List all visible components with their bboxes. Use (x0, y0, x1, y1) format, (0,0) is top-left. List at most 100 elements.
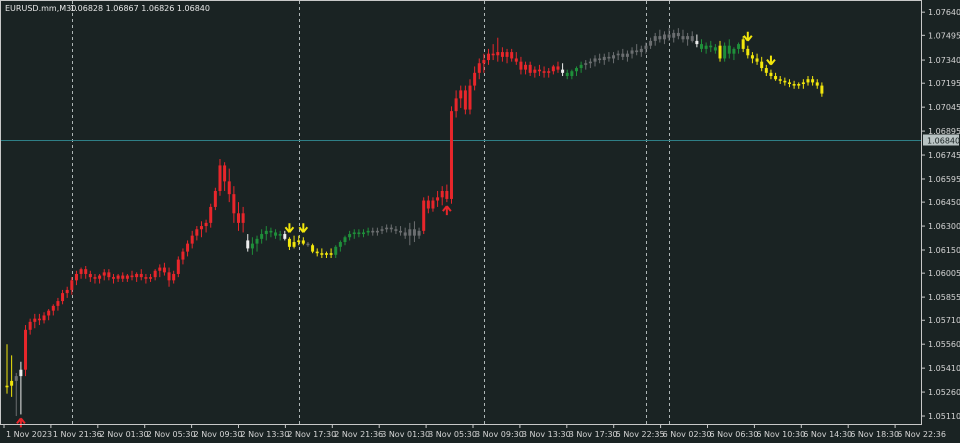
candle-31 (149, 273, 153, 282)
x-tick-label-3: 2 Nov 05:30 (147, 430, 196, 439)
candle-body-60 (283, 234, 287, 239)
candle-body-149 (695, 40, 699, 45)
candle-73 (343, 235, 347, 246)
candle-body-156 (727, 45, 731, 54)
x-tick-label-6: 2 Nov 17:30 (287, 430, 336, 439)
candle-body-71 (334, 246, 338, 255)
x-tick-label-16: 6 Nov 10:30 (756, 430, 805, 439)
candle-body-27 (130, 275, 134, 278)
candle-body-61 (287, 238, 291, 247)
candle-14 (70, 277, 74, 295)
candle-97 (454, 90, 458, 118)
candle-49 (232, 186, 236, 223)
y-tick-label-16: 1.05260 (928, 388, 960, 397)
candle-body-49 (232, 194, 236, 214)
candle-body-164 (764, 68, 768, 73)
candle-100 (468, 79, 472, 115)
candle-body-47 (223, 165, 227, 182)
candle-12 (61, 289, 65, 305)
candle-2 (14, 372, 18, 417)
candle-88 (412, 221, 416, 243)
candle-148 (690, 31, 694, 43)
price-axis: 1.07640 1.07495 1.07340 1.07195 1.07045 1.068… (921, 8, 960, 421)
candle-60 (283, 230, 287, 241)
y-tick-label-17: 1.05110 (928, 412, 960, 421)
candle-83 (389, 224, 393, 233)
candle-body-118 (551, 66, 555, 72)
candle-body-161 (750, 55, 754, 59)
candle-body-98 (459, 90, 463, 99)
candle-116 (542, 66, 546, 78)
candle-body-153 (713, 47, 717, 51)
candle-body-95 (445, 190, 449, 199)
candle-64 (301, 237, 305, 246)
candle-body-48 (227, 181, 231, 195)
candle-57 (269, 227, 273, 238)
candle-152 (709, 40, 713, 53)
candle-127 (593, 55, 597, 67)
candle-body-136 (635, 50, 639, 53)
candle-body-163 (760, 61, 764, 69)
candle-30 (144, 273, 148, 284)
candle-body-157 (732, 48, 736, 54)
candle-body-141 (658, 36, 662, 40)
candle-3 (19, 361, 23, 415)
candle-131 (612, 52, 616, 64)
candle-61 (287, 237, 291, 251)
candle-body-158 (737, 44, 741, 49)
candle-body-40 (190, 235, 194, 244)
plot-border (0, 0, 922, 425)
candle-101 (473, 66, 477, 91)
candle-84 (394, 226, 398, 235)
candle-103 (482, 53, 486, 73)
candle-body-91 (426, 200, 430, 209)
candle-102 (477, 58, 481, 80)
candle-67 (315, 248, 319, 257)
candle-15 (74, 270, 78, 286)
candle-body-3 (19, 369, 23, 377)
candle-body-109 (510, 52, 514, 59)
candle-119 (556, 61, 560, 73)
candle-body-82 (385, 227, 389, 230)
candle-body-6 (33, 318, 37, 322)
candle-50 (237, 202, 240, 231)
candle-body-45 (213, 190, 217, 207)
candle-175 (815, 79, 819, 89)
candle-body-112 (524, 64, 528, 70)
candle-body-16 (79, 269, 83, 274)
candle-36 (172, 270, 176, 284)
candle-77 (362, 229, 366, 238)
candle-body-41 (195, 229, 199, 236)
candle-body-88 (412, 229, 416, 236)
candle-142 (662, 31, 666, 45)
candle-81 (380, 226, 384, 235)
candle-71 (334, 245, 338, 258)
candle-body-5 (28, 321, 32, 330)
candle-body-144 (672, 32, 676, 38)
candle-150 (700, 39, 703, 53)
candle-body-18 (88, 273, 92, 278)
candle-106 (496, 37, 500, 62)
candle-body-7 (37, 318, 41, 321)
candle-139 (649, 37, 653, 49)
candle-body-42 (199, 226, 203, 230)
candle-body-69 (324, 253, 328, 255)
candle-62 (292, 235, 296, 249)
candle-167 (778, 76, 782, 85)
candle-1 (10, 355, 14, 397)
candle-body-74 (348, 234, 352, 238)
candle-body-166 (774, 76, 778, 80)
candle-body-128 (598, 58, 602, 61)
candle-body-131 (612, 55, 616, 59)
y-tick-label-0: 1.07640 (928, 8, 960, 17)
candle-body-155 (723, 45, 727, 59)
y-tick-label-1: 1.07495 (928, 31, 960, 40)
candle-143 (667, 28, 671, 41)
y-tick-label-11: 1.06005 (928, 269, 960, 278)
candle-body-105 (491, 53, 495, 56)
candle-body-34 (162, 267, 166, 273)
candle-128 (598, 53, 602, 64)
candle-body-90 (422, 200, 426, 231)
